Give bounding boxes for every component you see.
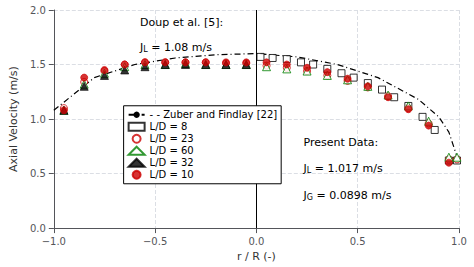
svg-text:0.0: 0.0 <box>30 223 46 234</box>
html-text:JL: JL <box>303 162 312 176</box>
svg-text:0.5: 0.5 <box>30 168 46 179</box>
svg-text:−1.0: −1.0 <box>42 236 66 247</box>
svg-text:1.0: 1.0 <box>30 114 46 125</box>
svg-text:r / R (-): r / R (-) <box>237 250 276 263</box>
svg-text:1.0: 1.0 <box>451 236 467 247</box>
svg-text:= 0.0898 m/s: = 0.0898 m/s <box>313 189 392 202</box>
svg-text:Axial Velocity (m/s): Axial Velocity (m/s) <box>7 66 20 172</box>
svg-text:1.5: 1.5 <box>30 59 46 70</box>
html-text:JG: JG <box>303 188 313 202</box>
html-text:JL: JL <box>140 40 148 54</box>
svg-text:L/D = 60: L/D = 60 <box>150 145 194 156</box>
svg-text:0.5: 0.5 <box>350 236 366 247</box>
svg-text:0.0: 0.0 <box>248 236 264 247</box>
svg-text:Doup et al. [5]:: Doup et al. [5]: <box>140 16 223 29</box>
svg-text:L/D = 23: L/D = 23 <box>150 133 194 144</box>
svg-text:L/D = 32: L/D = 32 <box>150 157 194 168</box>
svg-text:L/D = 8: L/D = 8 <box>150 121 188 132</box>
svg-text:−0.5: −0.5 <box>143 236 167 247</box>
svg-text:= 1.08 m/s: = 1.08 m/s <box>148 41 213 54</box>
svg-text:2.0: 2.0 <box>30 5 46 16</box>
svg-text:- - Zuber and Findlay [22]: - - Zuber and Findlay [22] <box>150 109 278 120</box>
svg-text:= 1.017 m/s: = 1.017 m/s <box>311 162 383 175</box>
svg-text:L/D = 10: L/D = 10 <box>150 169 194 180</box>
svg-text:Present Data:: Present Data: <box>304 136 379 149</box>
